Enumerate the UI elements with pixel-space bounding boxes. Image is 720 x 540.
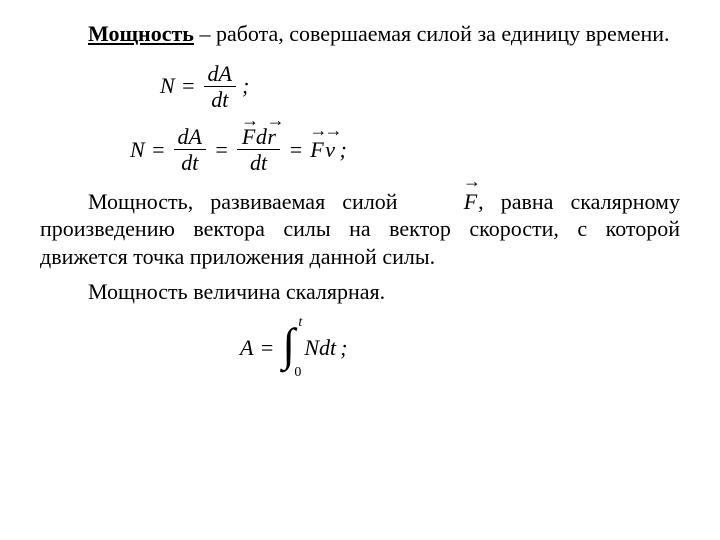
symbol-F: F <box>310 137 323 162</box>
integral-upper: t <box>298 314 302 332</box>
equals-sign: = <box>288 136 303 164</box>
integral-sign: t ∫ 0 <box>282 322 300 374</box>
formula-3: A = t ∫ 0 Ndt ; <box>240 322 680 374</box>
f2-frac1-num: dA <box>174 125 206 150</box>
definition-paragraph: Мощность – работа, совершаемая силой за … <box>40 20 680 48</box>
f2-frac2: →Fd→r dt <box>237 125 281 174</box>
f2-frac1: dA dt <box>174 125 206 174</box>
f2-frac2-num: →Fd→r <box>237 125 281 150</box>
term-power: Мощность <box>88 21 194 46</box>
f1-tail: ; <box>242 72 249 100</box>
f1-den: dt <box>204 87 236 111</box>
f1-fraction: dA dt <box>204 62 236 111</box>
f3-lhs: A <box>240 334 253 362</box>
f1-num: dA <box>204 62 236 87</box>
scalar-paragraph: Мощность величина скалярная. <box>40 278 680 306</box>
symbol-F-inline: F <box>464 189 477 214</box>
equals-sign: = <box>214 136 229 164</box>
f2-frac1-den: dt <box>174 150 206 174</box>
f2-frac2-den: dt <box>237 150 281 174</box>
equals-sign: = <box>181 72 196 100</box>
f3-integrand: Ndt <box>304 334 336 362</box>
p2-pre: Мощность, развиваемая силой <box>88 189 415 214</box>
formula-1: N = dA dt ; <box>160 62 680 111</box>
page: Мощность – работа, совершаемая силой за … <box>0 0 720 394</box>
vector-v: →v <box>324 136 335 164</box>
f2-rhs: →F→v <box>309 136 335 164</box>
vector-F: →F <box>241 125 256 148</box>
equals-sign: = <box>259 334 274 362</box>
explanation-paragraph: Мощность, развиваемая силой →F, равна ск… <box>40 188 680 271</box>
definition-text: – работа, совершаемая силой за единицу в… <box>194 21 670 46</box>
f3-tail: ; <box>340 334 347 362</box>
integral-lower: 0 <box>294 364 301 382</box>
f2-lhs: N <box>130 136 145 164</box>
vector-F-inline: →F <box>415 188 478 216</box>
vector-F-2: →F <box>309 136 324 164</box>
f1-lhs: N <box>160 72 175 100</box>
equals-sign: = <box>151 136 166 164</box>
symbol-v: v <box>325 137 334 162</box>
vector-r: →r <box>266 125 276 148</box>
formula-2: N = dA dt = →Fd→r dt = →F→v ; <box>130 125 680 174</box>
